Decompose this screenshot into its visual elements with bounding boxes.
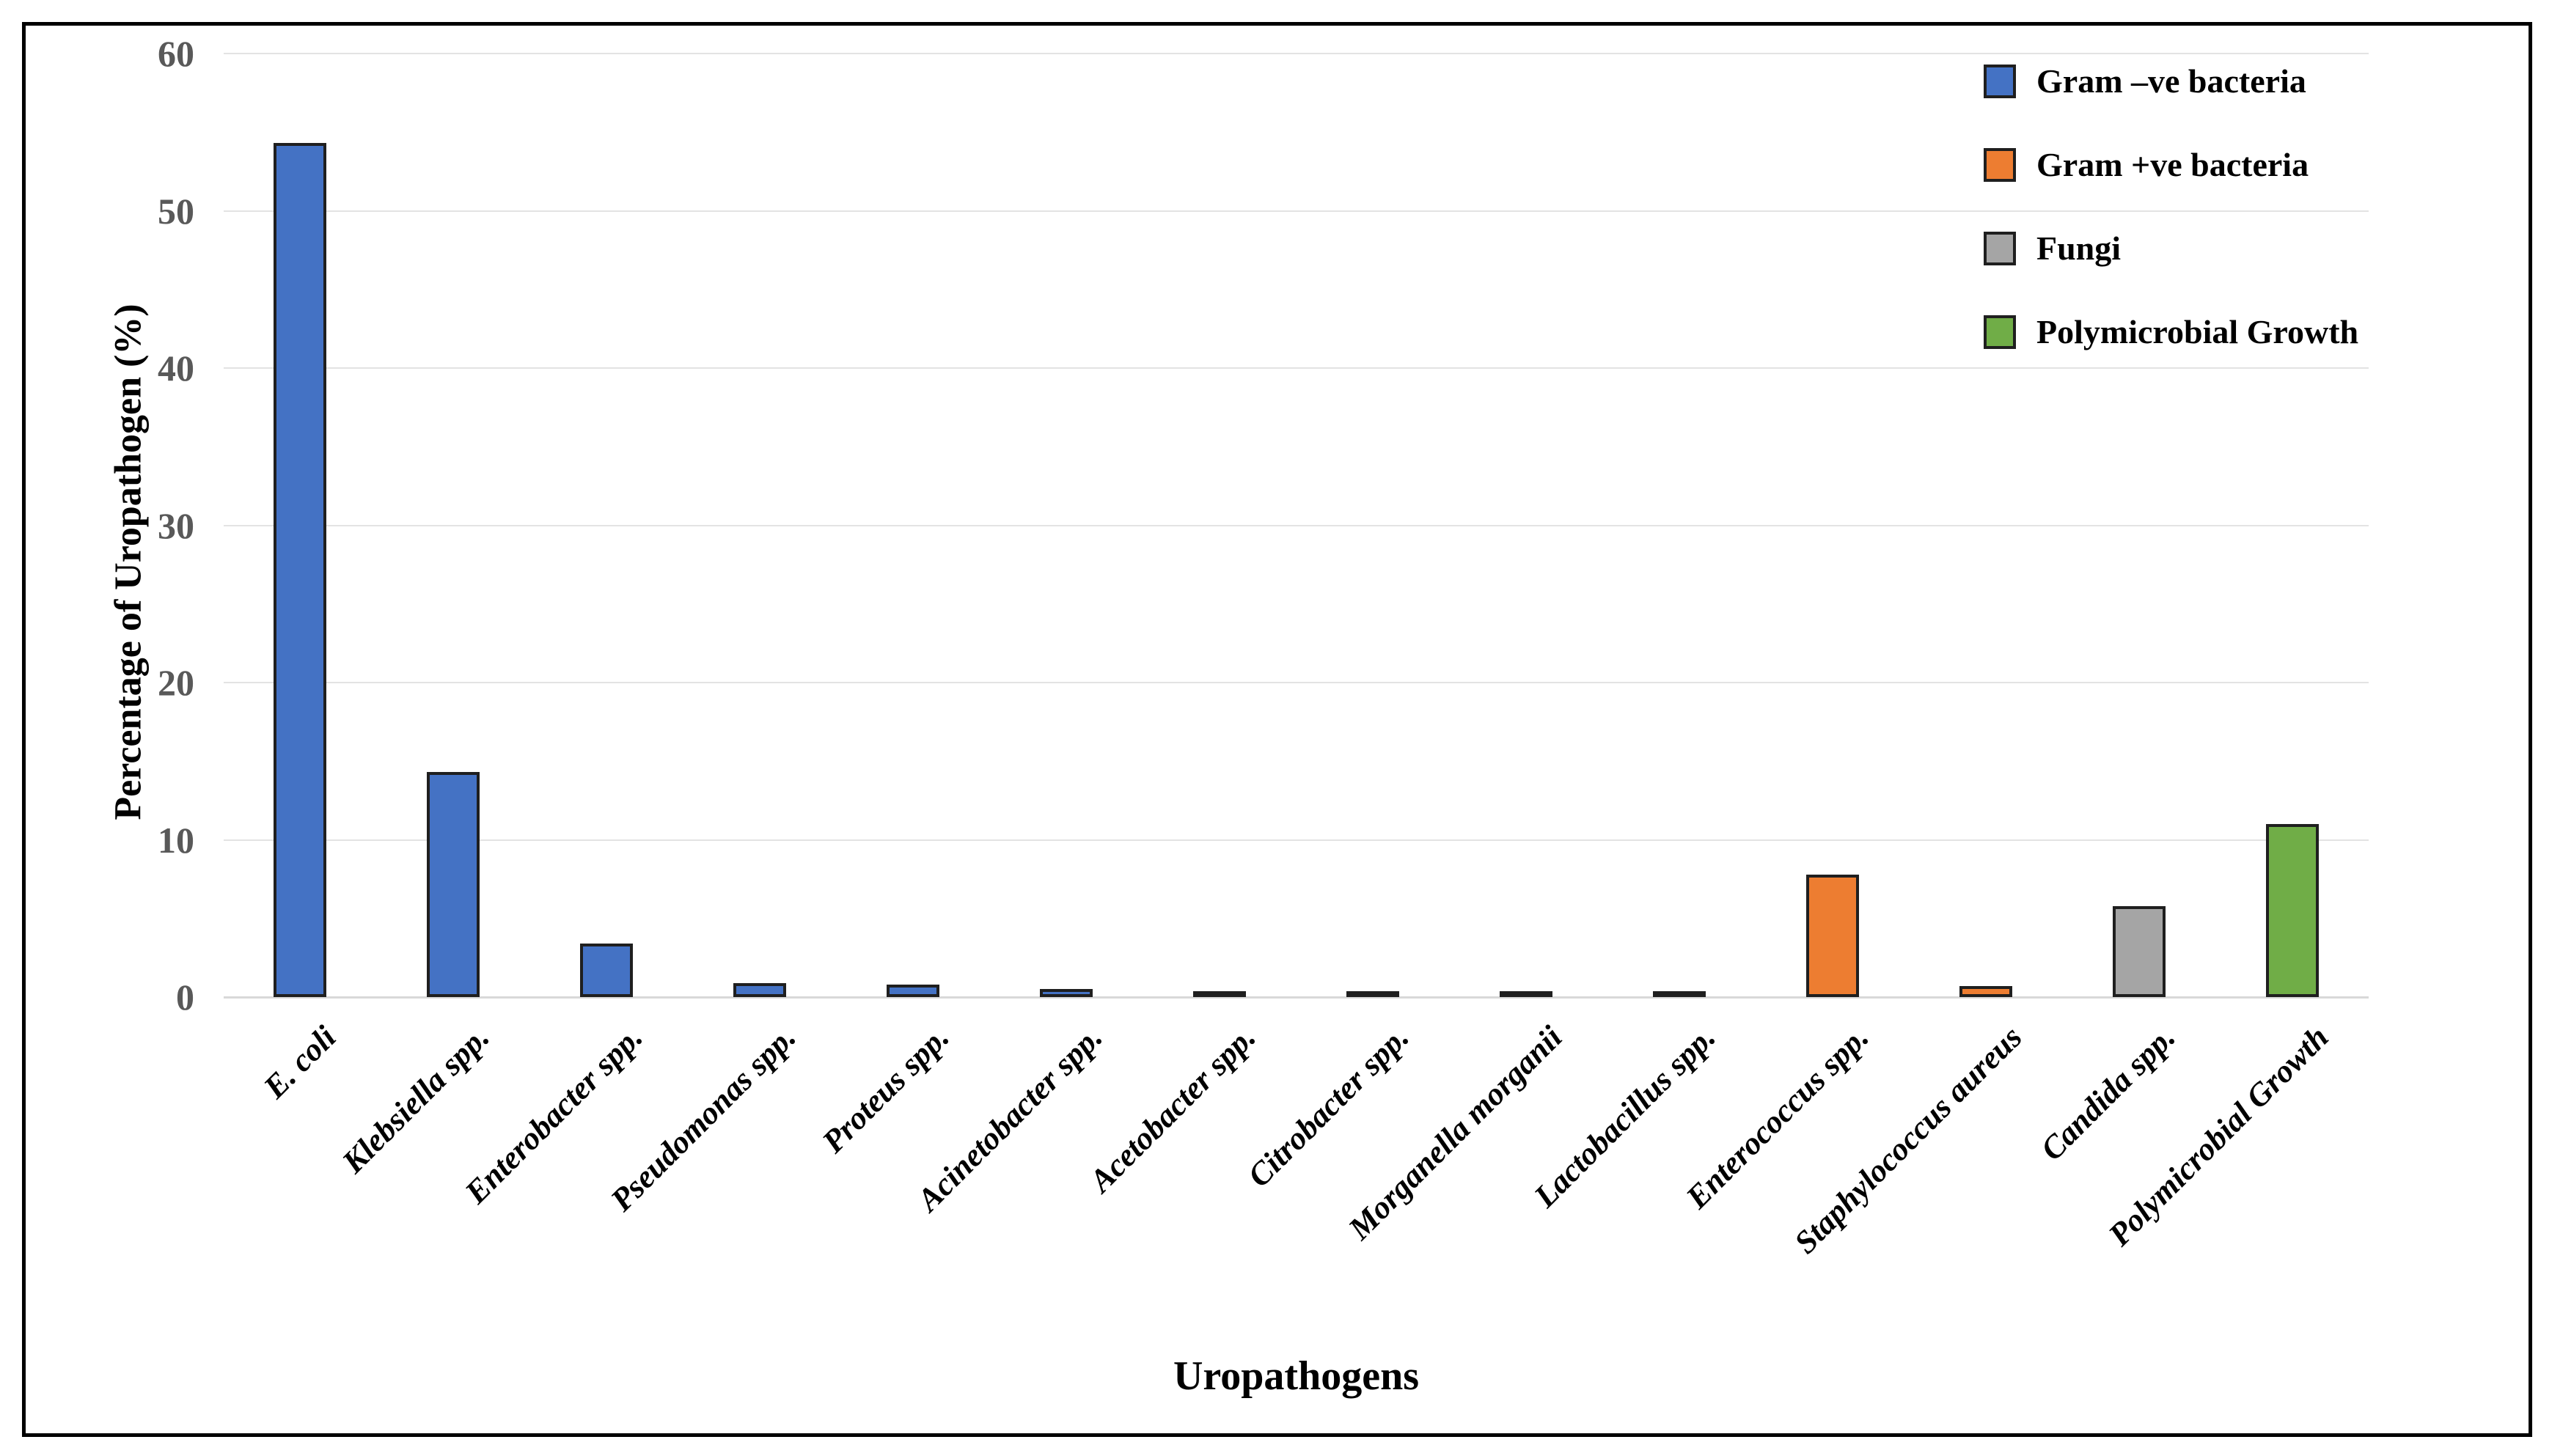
x-axis-line bbox=[224, 996, 2369, 999]
legend-label-gram-positive: Gram +ve bacteria bbox=[2036, 146, 2309, 183]
legend-label-polymicrobial: Polymicrobial Growth bbox=[2036, 313, 2359, 350]
legend-item-gram-positive: Gram +ve bacteria bbox=[1984, 144, 2309, 185]
y-tick-label-10: 10 bbox=[158, 819, 194, 861]
gridline-40 bbox=[224, 367, 2369, 369]
bar-polymicrobial-growth bbox=[2266, 824, 2319, 997]
legend-item-polymicrobial: Polymicrobial Growth bbox=[1984, 312, 2358, 353]
bar-pseudomonas-spp bbox=[733, 983, 786, 997]
gridline-50 bbox=[224, 210, 2369, 212]
bar-enterobacter-spp bbox=[580, 944, 633, 997]
y-tick-label-60: 60 bbox=[158, 33, 194, 74]
plot-area bbox=[224, 53, 2369, 999]
legend-swatch-gram-negative bbox=[1984, 65, 2016, 98]
y-tick-label-50: 50 bbox=[158, 190, 194, 232]
y-tick-label-20: 20 bbox=[158, 662, 194, 703]
y-tick-label-30: 30 bbox=[158, 504, 194, 546]
bar-klebsiella-spp bbox=[427, 772, 480, 997]
bar-lactobacillus-spp bbox=[1653, 991, 1706, 997]
legend-swatch-polymicrobial bbox=[1984, 315, 2016, 349]
gridline-10 bbox=[224, 839, 2369, 841]
gridline-20 bbox=[224, 682, 2369, 683]
bar-proteus-spp bbox=[887, 985, 939, 997]
bar-acetobacter-spp bbox=[1193, 991, 1246, 997]
legend-item-gram-negative: Gram –ve bacteria bbox=[1984, 61, 2306, 102]
bar-citrobacter-spp bbox=[1346, 991, 1399, 997]
bar-enterococcus-spp bbox=[1806, 875, 1859, 997]
legend-label-gram-negative: Gram –ve bacteria bbox=[2036, 62, 2306, 100]
y-tick-label-0: 0 bbox=[176, 977, 194, 1018]
x-axis-title: Uropathogens bbox=[1173, 1353, 1419, 1399]
legend-label-fungi: Fungi bbox=[2036, 229, 2122, 267]
bar-acinetobacter-spp bbox=[1040, 989, 1093, 997]
legend-swatch-fungi bbox=[1984, 232, 2016, 265]
gridline-30 bbox=[224, 524, 2369, 526]
legend-item-fungi: Fungi bbox=[1984, 228, 2121, 269]
gridline-60 bbox=[224, 53, 2369, 54]
figure-border: Percentage of Uropathogen (%) Uropathoge… bbox=[22, 22, 2532, 1437]
bar-candida-spp bbox=[2113, 906, 2166, 997]
bar-e-coli bbox=[274, 143, 326, 997]
y-tick-label-40: 40 bbox=[158, 348, 194, 389]
legend-swatch-gram-positive bbox=[1984, 148, 2016, 182]
bar-staphylococcus-aureus bbox=[1959, 986, 2012, 997]
bar-morganella-morganii bbox=[1500, 991, 1552, 997]
